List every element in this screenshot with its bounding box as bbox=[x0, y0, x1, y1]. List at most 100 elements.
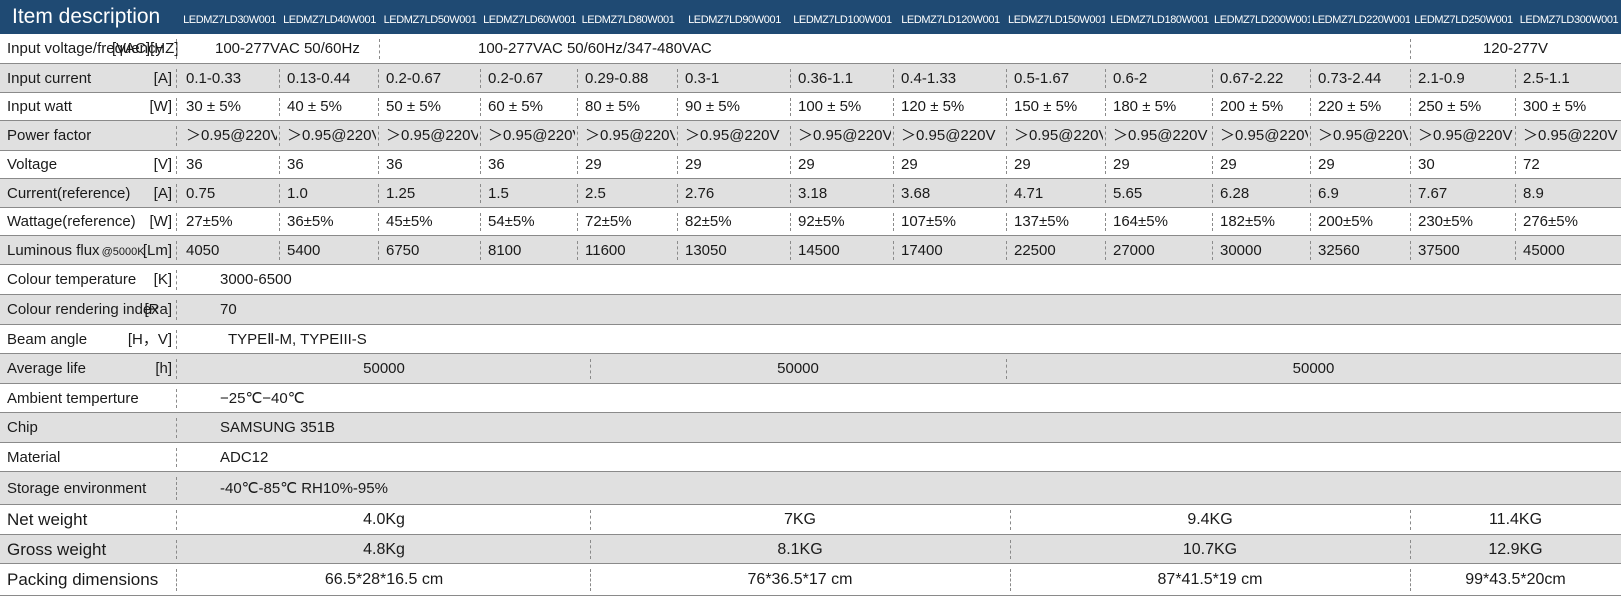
spec-value: 32560 bbox=[1318, 242, 1360, 259]
column-separator bbox=[1310, 69, 1311, 88]
column-separator bbox=[176, 156, 177, 174]
model-name-ledmz7ld300w001: LEDMZ7LD300W001 bbox=[1519, 14, 1619, 26]
spec-value: 8.9 bbox=[1523, 185, 1544, 202]
column-separator bbox=[790, 98, 791, 116]
column-separator bbox=[176, 569, 177, 591]
row-label: Luminous flux @5000K bbox=[7, 236, 145, 265]
column-separator bbox=[577, 156, 578, 174]
column-separator bbox=[1410, 126, 1411, 146]
row-divider bbox=[0, 534, 1621, 535]
spec-value: 4.8Kg bbox=[363, 541, 405, 558]
spec-value: 164±5% bbox=[1113, 213, 1168, 230]
spec-value: 80 ± 5% bbox=[585, 98, 640, 115]
column-separator bbox=[790, 241, 791, 260]
spec-value: 45±5% bbox=[386, 213, 433, 230]
spec-value: 2.76 bbox=[685, 185, 715, 202]
row-label-text: Packing dimensions bbox=[7, 570, 159, 589]
column-separator bbox=[577, 98, 578, 116]
row-unit: [W] bbox=[149, 213, 173, 230]
column-separator bbox=[480, 156, 481, 174]
column-separator bbox=[590, 569, 591, 591]
spec-value: 5.65 bbox=[1113, 185, 1143, 202]
spec-value: ＞0.95@220V bbox=[186, 127, 277, 144]
row-divider bbox=[0, 383, 1621, 384]
column-separator bbox=[577, 241, 578, 260]
model-name-ledmz7ld200w001: LEDMZ7LD200W001 bbox=[1214, 14, 1310, 26]
column-separator bbox=[893, 213, 894, 231]
spec-value: -40℃-85℃ RH10%-95% bbox=[220, 480, 388, 497]
spec-value: 13050 bbox=[685, 242, 727, 259]
row-divider bbox=[0, 120, 1621, 121]
column-separator bbox=[378, 98, 379, 116]
spec-value: 250 ± 5% bbox=[1418, 98, 1482, 115]
row-label-text: Chip bbox=[7, 419, 38, 436]
spec-value: ＞0.95@220V bbox=[585, 127, 675, 144]
row-label-text: Input watt bbox=[7, 98, 73, 115]
column-separator bbox=[1006, 126, 1007, 146]
spec-value: 11.4KG bbox=[1488, 511, 1543, 528]
column-separator bbox=[176, 510, 177, 530]
row-label: Power factor bbox=[7, 121, 91, 151]
spec-value: 0.67-2.22 bbox=[1220, 70, 1284, 87]
spec-value: ＞0.95@220V bbox=[1014, 127, 1103, 144]
column-separator bbox=[176, 448, 177, 467]
spec-value: 2.5 bbox=[585, 185, 606, 202]
spec-value: 0.13-0.44 bbox=[287, 70, 351, 87]
column-separator bbox=[1410, 98, 1411, 116]
row-divider bbox=[0, 63, 1621, 64]
column-separator bbox=[1010, 540, 1011, 559]
row-unit: [K] bbox=[153, 271, 172, 288]
spec-value: 0.6-2 bbox=[1113, 70, 1148, 87]
spec-value: 230±5% bbox=[1418, 213, 1473, 230]
column-separator bbox=[893, 69, 894, 88]
row-label: Colour temperature bbox=[7, 265, 136, 295]
column-separator bbox=[1105, 69, 1106, 88]
spec-value: 0.2-0.67 bbox=[386, 70, 442, 87]
model-name-ledmz7ld50w001: LEDMZ7LD50W001 bbox=[383, 14, 477, 26]
column-separator bbox=[577, 213, 578, 231]
spec-value: 276±5% bbox=[1523, 213, 1578, 230]
column-separator bbox=[577, 69, 578, 88]
spec-value: 12.9KG bbox=[1488, 541, 1543, 558]
row-unit: [VAC][HZ] bbox=[112, 40, 179, 57]
spec-value: TYPEⅡ-M, TYPEIII-S bbox=[228, 331, 367, 348]
column-separator bbox=[1410, 241, 1411, 260]
row-label: Storage environment bbox=[7, 472, 146, 505]
row-label-text: Average life bbox=[7, 360, 86, 377]
column-separator bbox=[1212, 241, 1213, 260]
spec-value: 29 bbox=[685, 156, 702, 173]
column-separator bbox=[790, 213, 791, 231]
header-title: Item description bbox=[12, 5, 161, 28]
column-separator bbox=[677, 69, 678, 88]
spec-value: 22500 bbox=[1014, 242, 1056, 259]
model-name-ledmz7ld180w001: LEDMZ7LD180W001 bbox=[1110, 14, 1209, 26]
column-separator bbox=[378, 69, 379, 88]
row-label: Current(reference) bbox=[7, 179, 130, 208]
header-bar bbox=[0, 0, 1621, 34]
row-unit: [Ra] bbox=[144, 301, 172, 318]
model-name-ledmz7ld60w001: LEDMZ7LD60W001 bbox=[483, 14, 576, 26]
spec-value: 6750 bbox=[386, 242, 420, 259]
spec-value: 137±5% bbox=[1014, 213, 1069, 230]
row-unit: [Lm] bbox=[142, 242, 172, 259]
row-divider bbox=[0, 563, 1621, 564]
column-separator bbox=[1006, 184, 1007, 203]
spec-value: 3.68 bbox=[901, 185, 931, 202]
spec-value: 70 bbox=[220, 301, 237, 318]
spec-value: 6.28 bbox=[1220, 185, 1250, 202]
column-separator bbox=[1410, 39, 1411, 59]
column-separator bbox=[1105, 98, 1106, 116]
row-unit: [W] bbox=[149, 98, 173, 115]
row-label-condition: @5000K bbox=[101, 246, 145, 258]
column-separator bbox=[790, 126, 791, 146]
column-separator bbox=[1212, 184, 1213, 203]
row-unit: [A] bbox=[153, 70, 172, 87]
column-separator bbox=[176, 418, 177, 438]
column-separator bbox=[176, 184, 177, 203]
spec-value: 10.7KG bbox=[1182, 541, 1238, 558]
spec-value: 29 bbox=[1014, 156, 1031, 173]
row-label: Input voltage/frequency bbox=[7, 34, 163, 64]
column-separator bbox=[176, 270, 177, 290]
spec-value: 30000 bbox=[1220, 242, 1262, 259]
column-separator bbox=[1515, 69, 1516, 88]
